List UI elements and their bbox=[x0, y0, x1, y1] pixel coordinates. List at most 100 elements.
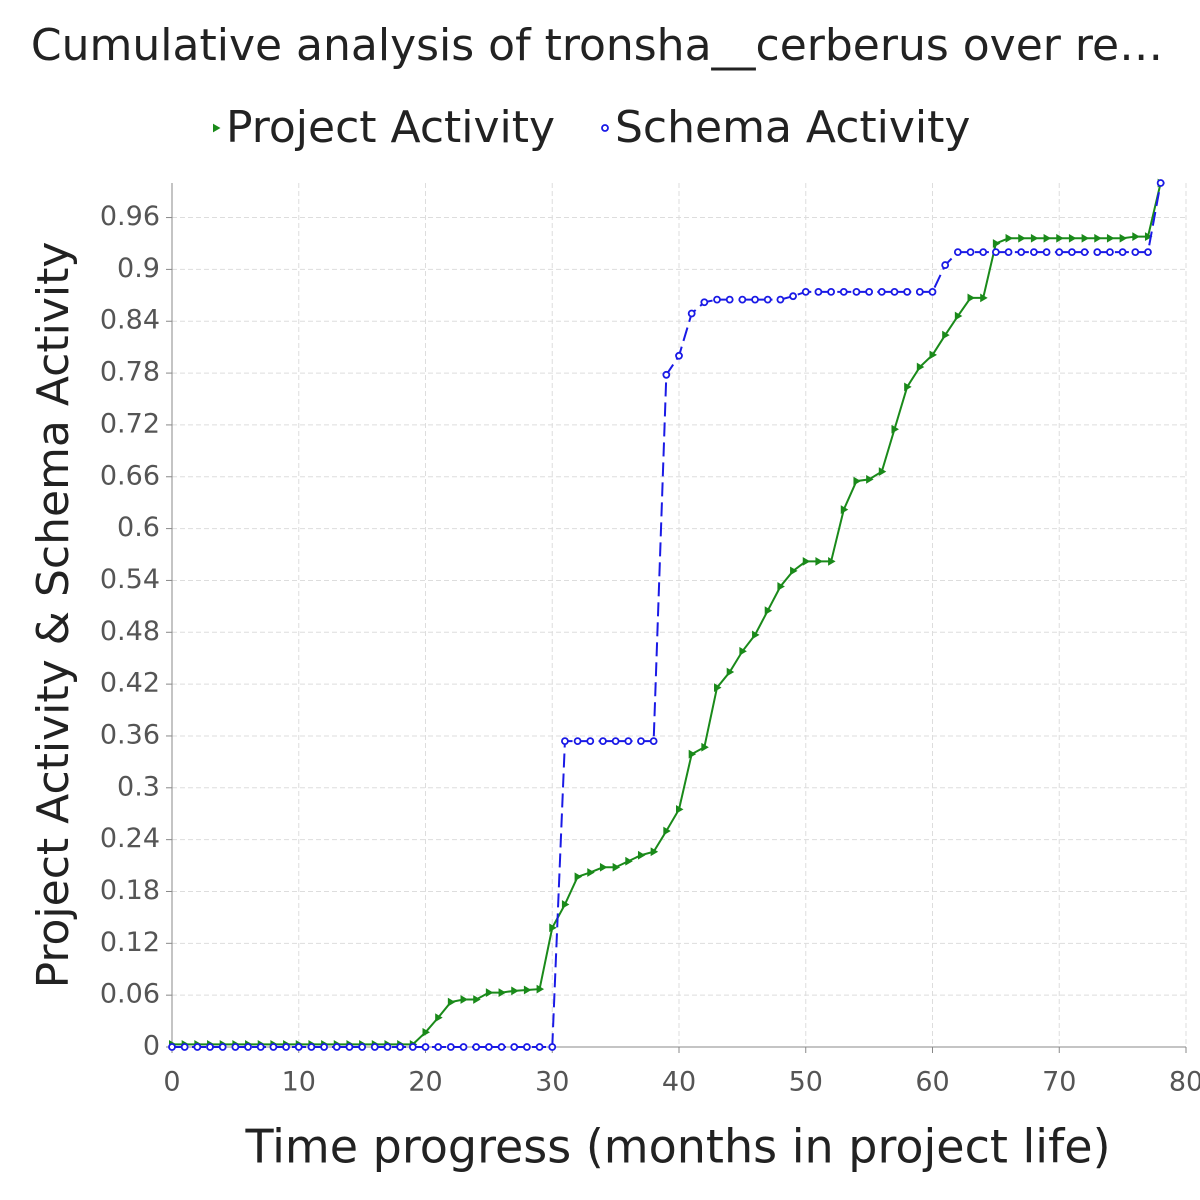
x-tick-label: 30 bbox=[535, 1067, 569, 1098]
point bbox=[1144, 248, 1152, 257]
point bbox=[1081, 233, 1090, 243]
y-tick-label: 0 bbox=[143, 1031, 160, 1062]
point bbox=[637, 737, 645, 746]
point bbox=[345, 1043, 354, 1051]
point bbox=[866, 474, 874, 484]
y-tick-label: 0.06 bbox=[100, 979, 160, 1010]
point bbox=[714, 683, 722, 692]
point bbox=[1144, 232, 1153, 241]
point bbox=[523, 1043, 531, 1051]
point bbox=[1030, 248, 1038, 257]
point bbox=[611, 737, 620, 746]
point bbox=[446, 1043, 455, 1051]
point bbox=[332, 1043, 341, 1051]
point bbox=[256, 1043, 265, 1051]
point bbox=[206, 1043, 214, 1051]
point bbox=[1106, 248, 1114, 257]
point bbox=[435, 1013, 443, 1022]
x-tick-label: 20 bbox=[408, 1067, 442, 1098]
point bbox=[535, 1043, 544, 1051]
y-tick-label: 0.6 bbox=[117, 512, 160, 543]
point bbox=[802, 557, 811, 566]
point bbox=[763, 295, 772, 304]
point bbox=[472, 1043, 481, 1051]
point bbox=[878, 467, 887, 476]
x-tick-label: 50 bbox=[789, 1067, 823, 1098]
x-tick-label: 0 bbox=[163, 1067, 180, 1098]
point bbox=[827, 287, 835, 296]
point bbox=[218, 1043, 227, 1051]
point bbox=[587, 868, 595, 877]
y-tick-label: 0.9 bbox=[117, 253, 160, 284]
point bbox=[573, 737, 582, 746]
point bbox=[675, 351, 683, 360]
point bbox=[422, 1027, 430, 1037]
point bbox=[1156, 179, 1165, 187]
point bbox=[1132, 232, 1140, 241]
y-tick-label: 0.96 bbox=[100, 201, 160, 232]
point bbox=[1106, 233, 1115, 243]
point bbox=[991, 248, 1000, 257]
point bbox=[650, 847, 659, 857]
point bbox=[992, 239, 1001, 248]
point bbox=[421, 1043, 430, 1051]
point bbox=[599, 862, 608, 872]
point bbox=[511, 986, 519, 996]
point bbox=[789, 292, 797, 301]
point bbox=[523, 985, 532, 995]
point bbox=[484, 1043, 493, 1051]
point bbox=[561, 900, 570, 909]
point bbox=[294, 1043, 303, 1051]
point bbox=[877, 287, 886, 296]
legend-label: Schema Activity bbox=[615, 102, 970, 153]
point bbox=[891, 424, 899, 434]
y-tick-label: 0.72 bbox=[100, 408, 160, 439]
x-tick-label: 40 bbox=[662, 1067, 696, 1098]
point bbox=[358, 1043, 367, 1051]
point bbox=[408, 1043, 417, 1051]
legend-marker bbox=[601, 124, 609, 132]
y-tick-label: 0.78 bbox=[100, 357, 160, 388]
point bbox=[726, 667, 735, 677]
point bbox=[599, 737, 607, 746]
point bbox=[890, 287, 899, 296]
point bbox=[447, 997, 456, 1007]
series-line bbox=[172, 182, 1162, 1048]
point bbox=[510, 1043, 519, 1051]
point bbox=[1068, 248, 1076, 257]
x-tick-label: 10 bbox=[282, 1067, 316, 1098]
point bbox=[751, 295, 759, 304]
point bbox=[801, 287, 810, 296]
y-axis-label: Project Activity & Schema Activity bbox=[28, 242, 79, 989]
point bbox=[814, 287, 823, 296]
x-tick-label: 70 bbox=[1042, 1067, 1076, 1098]
point bbox=[954, 311, 963, 321]
point bbox=[574, 872, 583, 882]
point bbox=[282, 1043, 290, 1051]
point bbox=[1094, 233, 1102, 243]
point bbox=[231, 1043, 240, 1051]
point bbox=[1017, 248, 1026, 257]
point bbox=[966, 248, 975, 257]
point bbox=[637, 850, 646, 860]
point bbox=[307, 1043, 316, 1051]
point bbox=[967, 293, 976, 303]
point bbox=[840, 505, 849, 514]
point bbox=[865, 287, 874, 296]
point bbox=[548, 1043, 557, 1051]
point bbox=[916, 362, 925, 372]
point bbox=[776, 295, 785, 304]
point bbox=[1093, 248, 1102, 257]
y-tick-label: 0.66 bbox=[100, 460, 160, 491]
point bbox=[839, 287, 848, 296]
point bbox=[561, 737, 569, 746]
point bbox=[168, 1043, 176, 1051]
point bbox=[1055, 248, 1064, 257]
point bbox=[942, 330, 950, 340]
point bbox=[752, 630, 760, 640]
point bbox=[1056, 233, 1064, 243]
point bbox=[980, 293, 988, 303]
point bbox=[1030, 233, 1039, 243]
